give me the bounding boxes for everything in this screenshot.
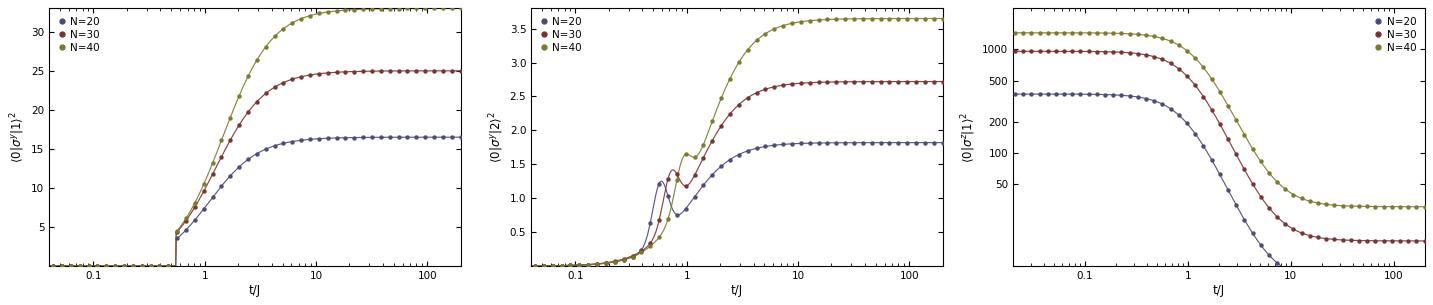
X-axis label: t/J: t/J <box>249 284 261 297</box>
Legend: N=20, N=30, N=40: N=20, N=30, N=40 <box>1371 13 1420 56</box>
X-axis label: t/J: t/J <box>1212 284 1225 297</box>
Y-axis label: $\langle 0|\sigma^z|1\rangle^2$: $\langle 0|\sigma^z|1\rangle^2$ <box>959 112 977 163</box>
Y-axis label: $\langle 0|\sigma^y|2\rangle^2$: $\langle 0|\sigma^y|2\rangle^2$ <box>487 111 506 163</box>
Legend: N=20, N=30, N=40: N=20, N=30, N=40 <box>536 13 585 56</box>
Y-axis label: $\langle 0|\sigma^y|1\rangle^2$: $\langle 0|\sigma^y|1\rangle^2$ <box>9 111 27 163</box>
X-axis label: t/J: t/J <box>731 284 742 297</box>
Legend: N=20, N=30, N=40: N=20, N=30, N=40 <box>54 13 103 56</box>
